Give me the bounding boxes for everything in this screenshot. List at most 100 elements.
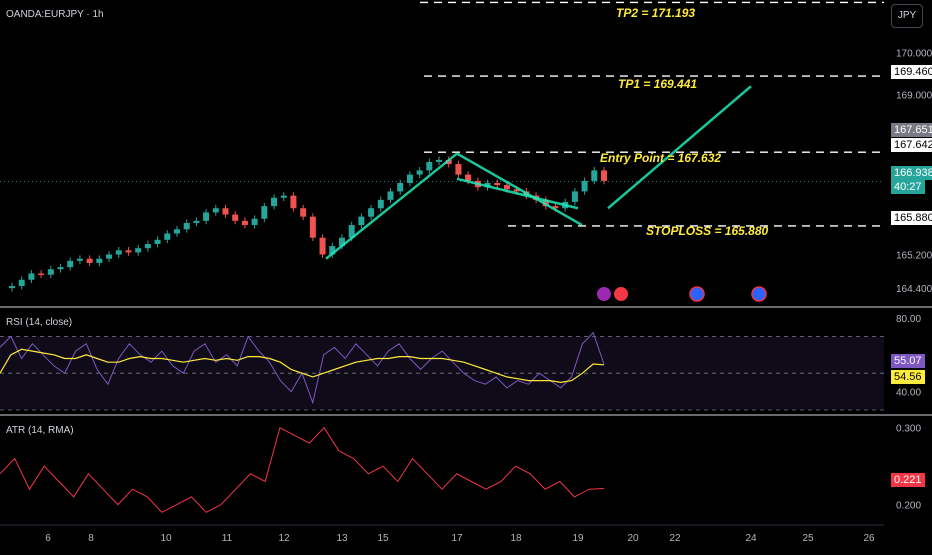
time-tick-label: 13 [336, 533, 348, 544]
last-price-tag: 166.938 [891, 166, 932, 180]
countdown-tag: 40:27 [891, 180, 925, 194]
candle-body [154, 239, 161, 244]
candle-body [319, 237, 326, 255]
price-tick-label: 169.000 [896, 91, 932, 102]
candle-body [436, 159, 443, 162]
candle-body [348, 225, 355, 238]
atr-line [0, 426, 605, 513]
candle-body [426, 161, 433, 171]
candle-body [222, 208, 229, 215]
candle-body [455, 164, 462, 175]
candle-body [377, 199, 384, 209]
price-tick-label: 164.400 [896, 284, 932, 295]
time-tick-label: 15 [377, 533, 389, 544]
price-tick-label: 165.200 [896, 251, 932, 262]
candle-body [86, 258, 93, 263]
candle-body [76, 258, 83, 261]
candle-body [144, 244, 151, 249]
candle-body [387, 191, 394, 200]
candle-body [571, 191, 578, 202]
candle-body [125, 250, 132, 253]
time-tick-label: 25 [802, 533, 814, 544]
atr-tick-label: 0.200 [896, 501, 921, 512]
candle-body [358, 216, 365, 226]
candle-body [300, 208, 307, 217]
candle-body [57, 267, 64, 270]
candle-body [193, 220, 200, 223]
candle-body [96, 258, 103, 263]
candle-body [494, 183, 501, 186]
stop-level-tag: 165.880 [891, 211, 932, 225]
candle-body [9, 286, 15, 289]
candle-body [513, 189, 520, 192]
time-tick-label: 20 [627, 533, 639, 544]
candle-body [173, 229, 180, 234]
candle-body [445, 159, 452, 165]
candle-body [115, 250, 122, 255]
atr-tick-label: 0.300 [896, 424, 921, 435]
stoploss-label: STOPLOSS = 165.880 [646, 224, 769, 238]
candle-body [591, 170, 598, 181]
trendline [607, 85, 752, 210]
high-tag: 167.651 [891, 123, 932, 137]
candle-body [135, 248, 142, 253]
candle-body [309, 216, 316, 238]
rsi-ma-line [0, 348, 605, 384]
time-tick-label: 11 [222, 533, 233, 544]
candle-body [290, 195, 297, 209]
candle-body [28, 273, 35, 280]
entry-label: Entry Point = 167.632 [600, 151, 722, 165]
candle-body [601, 170, 607, 181]
tp2-level-tag: 169.460 [891, 65, 932, 79]
time-tick-label: 6 [45, 533, 51, 544]
time-tick-label: 8 [88, 533, 94, 544]
candle-body [203, 212, 210, 221]
candle-body [164, 233, 171, 240]
time-tick-label: 24 [745, 533, 757, 544]
globe-icon [751, 286, 767, 302]
candle-body [338, 237, 345, 247]
time-tick-label: 18 [510, 533, 522, 544]
candle-body [183, 222, 190, 230]
rsi-title: RSI (14, close) [6, 317, 73, 328]
candle-body [232, 214, 239, 221]
currency-button[interactable]: JPY [891, 4, 923, 28]
candle-body [280, 195, 287, 198]
candle-body [106, 254, 113, 259]
entry-level-tag: 167.642 [891, 138, 932, 152]
trendline [325, 152, 458, 260]
candle-body [241, 220, 248, 226]
candle-body [271, 197, 278, 207]
price-tick-label: 170.000 [896, 49, 932, 60]
time-tick-label: 10 [160, 533, 172, 544]
time-tick-label: 19 [572, 533, 584, 544]
candle-body [397, 183, 404, 192]
candle-body [212, 208, 219, 213]
lightning-icon [597, 287, 611, 301]
candle-body [18, 279, 25, 287]
rsi-tick-label: 80.00 [896, 314, 921, 325]
flag-icon [614, 287, 628, 301]
trendline [456, 152, 583, 227]
candle-body [416, 170, 423, 175]
candle-body [552, 206, 559, 209]
rsi-value-tag: 55.07 [891, 354, 925, 368]
time-tick-label: 17 [451, 533, 463, 544]
trendline [456, 177, 579, 210]
time-tick-label: 22 [669, 533, 681, 544]
candle-body [503, 185, 510, 190]
rsi-ma-tag: 54.56 [891, 370, 925, 384]
candle-body [465, 174, 472, 181]
candle-body [406, 174, 413, 183]
atr-value-tag: 0.221 [891, 473, 925, 487]
time-tick-label: 26 [863, 533, 875, 544]
time-tick-label: 12 [278, 533, 290, 544]
candle-body [38, 273, 45, 275]
candle-body [329, 246, 336, 255]
rsi-tick-label: 40.00 [896, 388, 921, 399]
candle-body [581, 180, 588, 192]
symbol-title: OANDA:EURJPY · 1h [6, 9, 104, 20]
candle-body [47, 269, 54, 275]
